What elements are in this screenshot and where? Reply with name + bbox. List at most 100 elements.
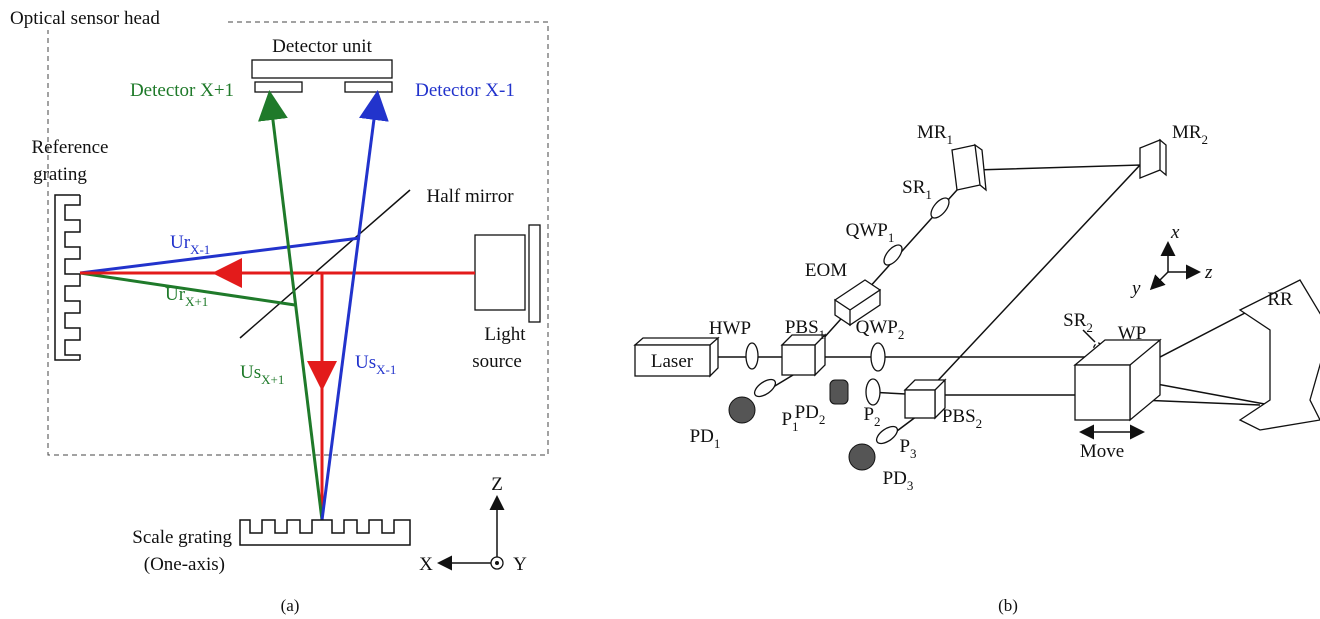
axis-y-dot <box>495 561 499 565</box>
label-sub: X+1 <box>261 372 284 387</box>
label-sub: 3 <box>910 446 917 461</box>
p1 <box>752 376 779 400</box>
us-minus-label: UsX-1 <box>355 352 396 377</box>
pd2-label: PD2 <box>795 402 826 427</box>
qwp1-label: QWP1 <box>846 220 895 245</box>
detector-plus <box>255 82 302 92</box>
ur-minus-label: UrX-1 <box>170 232 210 257</box>
detector-unit-label: Detector unit <box>272 36 372 57</box>
detector-unit <box>252 60 392 78</box>
label-sub: X-1 <box>376 362 396 377</box>
mr2 <box>1140 140 1166 178</box>
light-source-plate <box>529 225 540 322</box>
label-main: PBS <box>785 317 819 338</box>
pd1 <box>729 397 755 423</box>
label-main: PD <box>883 468 907 489</box>
sr2-label: SR2 <box>1063 310 1093 335</box>
axis-y-label: Y <box>513 554 527 575</box>
pbs2-label: PBS2 <box>942 406 982 431</box>
label-main: P <box>899 436 910 457</box>
pd2 <box>830 380 848 404</box>
laser-label: Laser <box>651 351 694 372</box>
pd3 <box>849 444 875 470</box>
label-main: Us <box>355 352 376 373</box>
label-main: MR <box>917 122 947 143</box>
move-label: Move <box>1080 441 1124 462</box>
ray-us-plus <box>270 96 322 520</box>
mr1-label: MR1 <box>917 122 953 147</box>
label-sub: 1 <box>819 327 826 342</box>
rr-label: RR <box>1267 289 1293 310</box>
eom-label: EOM <box>805 260 847 281</box>
panel-a: Optical sensor head Detector unit Detect… <box>6 4 548 615</box>
label-sub: 2 <box>874 414 881 429</box>
label-sub: 3 <box>907 478 914 493</box>
label-sub: 1 <box>947 132 954 147</box>
label-main: SR <box>902 177 926 198</box>
axis-y-label: y <box>1130 278 1141 299</box>
label-sub: X+1 <box>185 294 208 309</box>
reference-grating-label: Reference <box>32 137 109 158</box>
detector-minus-label: Detector X-1 <box>415 80 515 101</box>
figure: Optical sensor head Detector unit Detect… <box>0 0 1320 619</box>
wp <box>1075 365 1130 420</box>
qwp1 <box>881 242 906 268</box>
wp-label: WP <box>1118 323 1147 344</box>
hwp <box>746 343 758 369</box>
label-main: QWP <box>846 220 888 241</box>
light-source-label: Light <box>484 324 526 345</box>
label-sub: 1 <box>714 436 721 451</box>
label-sub: 2 <box>1086 320 1093 335</box>
label-main: PD <box>690 426 714 447</box>
label-main: QWP <box>856 317 898 338</box>
detector-minus <box>345 82 392 92</box>
reference-grating-label: grating <box>33 164 87 185</box>
label-main: Us <box>240 362 261 383</box>
label-sub: 2 <box>976 416 983 431</box>
us-plus-label: UsX+1 <box>240 362 284 387</box>
p2 <box>866 379 880 405</box>
label-sub: 2 <box>819 412 826 427</box>
axis-x-label: x <box>1170 222 1180 243</box>
scale-grating-label: Scale grating <box>132 527 232 548</box>
label-sub: 1 <box>888 230 895 245</box>
label-main: Ur <box>165 284 186 305</box>
scale-grating <box>240 520 410 545</box>
half-mirror-label: Half mirror <box>426 186 514 207</box>
label-sub: 2 <box>898 327 905 342</box>
mr1 <box>952 145 986 190</box>
light-source <box>475 235 525 310</box>
sensor-head-label: Optical sensor head <box>10 8 160 29</box>
scale-grating-label: (One-axis) <box>144 554 225 575</box>
pbs1 <box>782 345 815 375</box>
axis-z-label: Z <box>491 474 503 495</box>
light-source-label: source <box>472 351 522 372</box>
caption-b: (b) <box>998 596 1018 615</box>
label-sub: X-1 <box>190 242 210 257</box>
pd1-label: PD1 <box>690 426 721 451</box>
p3-label: P3 <box>899 436 916 461</box>
axis-z-label: z <box>1204 262 1213 283</box>
hwp-label: HWP <box>709 318 751 339</box>
half-mirror <box>240 190 410 338</box>
detector-plus-label: Detector X+1 <box>130 80 234 101</box>
axis-x-label: X <box>419 554 433 575</box>
label-main: PD <box>795 402 819 423</box>
axis-y <box>1152 272 1168 288</box>
sr1-label: SR1 <box>902 177 932 202</box>
panel-b: Laser HWP PBS1 EOM QWP1 SR1 MR1 MR2 QWP2… <box>635 122 1320 615</box>
mr2-label: MR2 <box>1172 122 1208 147</box>
label-main: PBS <box>942 406 976 427</box>
label-main: P <box>781 409 792 430</box>
ray-ur-minus <box>80 238 360 273</box>
label-main: P <box>863 404 874 425</box>
pd3-label: PD3 <box>883 468 914 493</box>
label-main: Ur <box>170 232 191 253</box>
label-sub: 1 <box>925 187 932 202</box>
p2-label: P2 <box>863 404 880 429</box>
reference-grating <box>55 195 80 360</box>
qwp2 <box>871 343 885 371</box>
caption-a: (a) <box>281 596 300 615</box>
ray-us-minus <box>322 96 377 520</box>
label-main: MR <box>1172 122 1202 143</box>
